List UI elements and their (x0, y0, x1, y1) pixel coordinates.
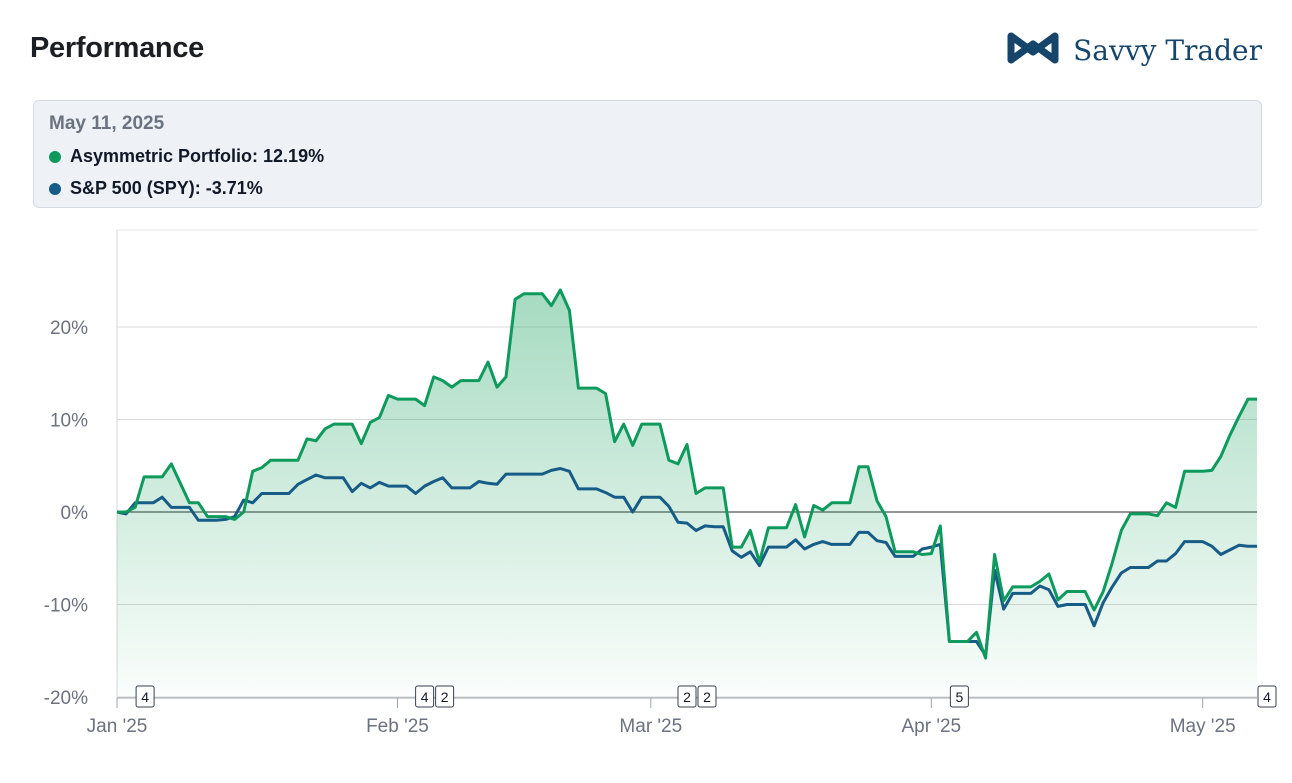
y-tick-label: -20% (44, 688, 88, 709)
tooltip-row-portfolio: Asymmetric Portfolio: 12.19% (49, 146, 324, 167)
y-tick-label: 10% (50, 411, 88, 432)
x-tick-label: Apr '25 (901, 716, 961, 737)
event-marker-label: 4 (141, 689, 149, 705)
x-tick-label: Feb '25 (366, 716, 429, 737)
portfolio-area-fill (117, 290, 1257, 698)
event-marker-label: 4 (421, 689, 429, 705)
event-marker-label: 2 (441, 689, 449, 705)
x-tick-label: Jan '25 (87, 716, 148, 737)
tooltip-row-spy: S&P 500 (SPY): -3.71% (49, 178, 263, 199)
event-marker[interactable]: 5 (949, 685, 969, 708)
spy-dot-icon (49, 182, 61, 195)
y-tick-label: 20% (50, 318, 88, 339)
chart-tooltip: May 11, 2025 Asymmetric Portfolio: 12.19… (33, 100, 1262, 208)
tooltip-portfolio-value: Asymmetric Portfolio: 12.19% (70, 146, 325, 166)
series-line-spy[interactable] (116, 467, 1257, 657)
brand-name: Savvy Trader (1073, 34, 1262, 67)
event-marker-label: 4 (1263, 689, 1271, 705)
x-tick-label: Mar '25 (619, 716, 682, 737)
brand-logo[interactable]: Savvy Trader (1005, 30, 1262, 71)
tooltip-spy-value: S&P 500 (SPY): -3.71% (70, 178, 263, 198)
portfolio-dot-icon (49, 150, 61, 163)
y-tick-label: -10% (44, 596, 88, 617)
event-marker-label: 5 (955, 689, 963, 705)
event-marker-label: 2 (703, 689, 711, 705)
tooltip-date: May 11, 2025 (49, 113, 165, 134)
event-marker[interactable]: 4 (1257, 685, 1277, 708)
series-line-portfolio[interactable] (117, 288, 1257, 660)
event-marker[interactable]: 4 (135, 685, 155, 708)
page-title: Performance (30, 32, 204, 64)
x-tick-label: May '25 (1170, 716, 1236, 737)
header: Performance Savvy Trader (30, 28, 1262, 78)
event-marker-label: 2 (683, 689, 691, 705)
y-tick-label: 0% (61, 503, 89, 524)
infinity-logo-icon (1005, 30, 1061, 71)
